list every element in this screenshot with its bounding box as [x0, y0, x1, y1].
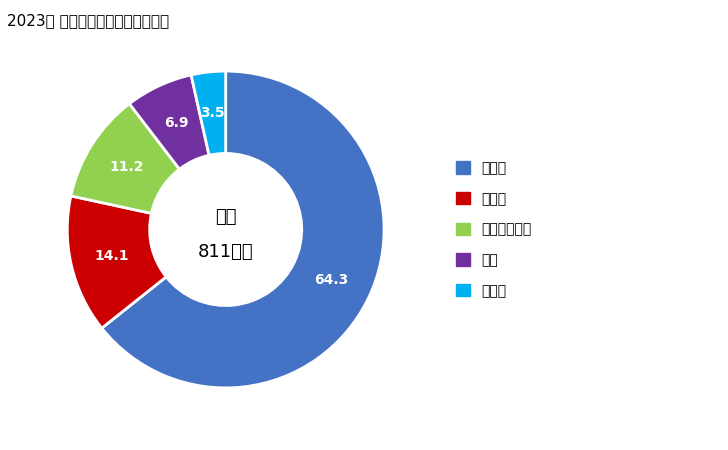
Text: 総額: 総額 [215, 208, 237, 226]
Wedge shape [191, 71, 226, 155]
Text: 64.3: 64.3 [314, 274, 349, 288]
Text: 3.5: 3.5 [200, 106, 225, 120]
Text: 6.9: 6.9 [164, 116, 189, 130]
Text: 11.2: 11.2 [109, 160, 144, 174]
Legend: ドイツ, トルコ, オーストリア, 中国, その他: ドイツ, トルコ, オーストリア, 中国, その他 [451, 156, 537, 303]
Wedge shape [71, 104, 180, 213]
Text: 14.1: 14.1 [95, 249, 129, 263]
Wedge shape [67, 196, 166, 328]
Wedge shape [130, 75, 209, 169]
Text: 2023年 輸入相手国のシェア（％）: 2023年 輸入相手国のシェア（％） [7, 14, 170, 28]
Text: 811万円: 811万円 [198, 243, 253, 261]
Wedge shape [102, 71, 384, 388]
